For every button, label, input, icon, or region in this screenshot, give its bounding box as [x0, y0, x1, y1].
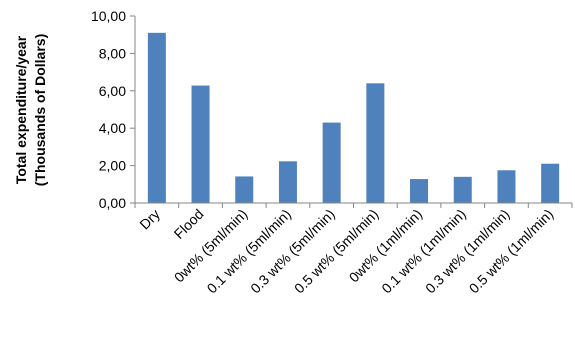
bar [278, 161, 297, 203]
y-tick-label: 8,00 [99, 45, 126, 61]
bars [147, 32, 560, 203]
y-tick-label: 2,00 [99, 158, 126, 174]
bar [541, 163, 560, 203]
x-category-label: 0.5 wt% (1ml/min) [466, 206, 557, 297]
x-category-label: Flood [171, 206, 207, 242]
y-axis-title-line2: (Thousands of Dollars) [32, 34, 48, 186]
bar [191, 85, 210, 203]
bar [235, 176, 254, 203]
bar [147, 32, 166, 203]
y-axis-title: Total expenditure/year (Thousands of Dol… [13, 34, 48, 186]
y-tick-label: 0,00 [99, 195, 126, 211]
x-category-label: Dry [136, 206, 163, 233]
axes [134, 16, 573, 208]
y-axis-title-line1: Total expenditure/year [13, 35, 29, 184]
bar [410, 179, 429, 203]
bar [322, 122, 341, 203]
y-tick-label: 10,00 [91, 8, 126, 24]
y-tick-label: 6,00 [99, 83, 126, 99]
bar [366, 83, 385, 203]
bar [453, 176, 472, 203]
y-tick-label: 4,00 [99, 120, 126, 136]
bar [497, 170, 516, 203]
y-axis-ticks: 0,00 2,00 4,00 6,00 8,00 10,00 [91, 8, 135, 211]
